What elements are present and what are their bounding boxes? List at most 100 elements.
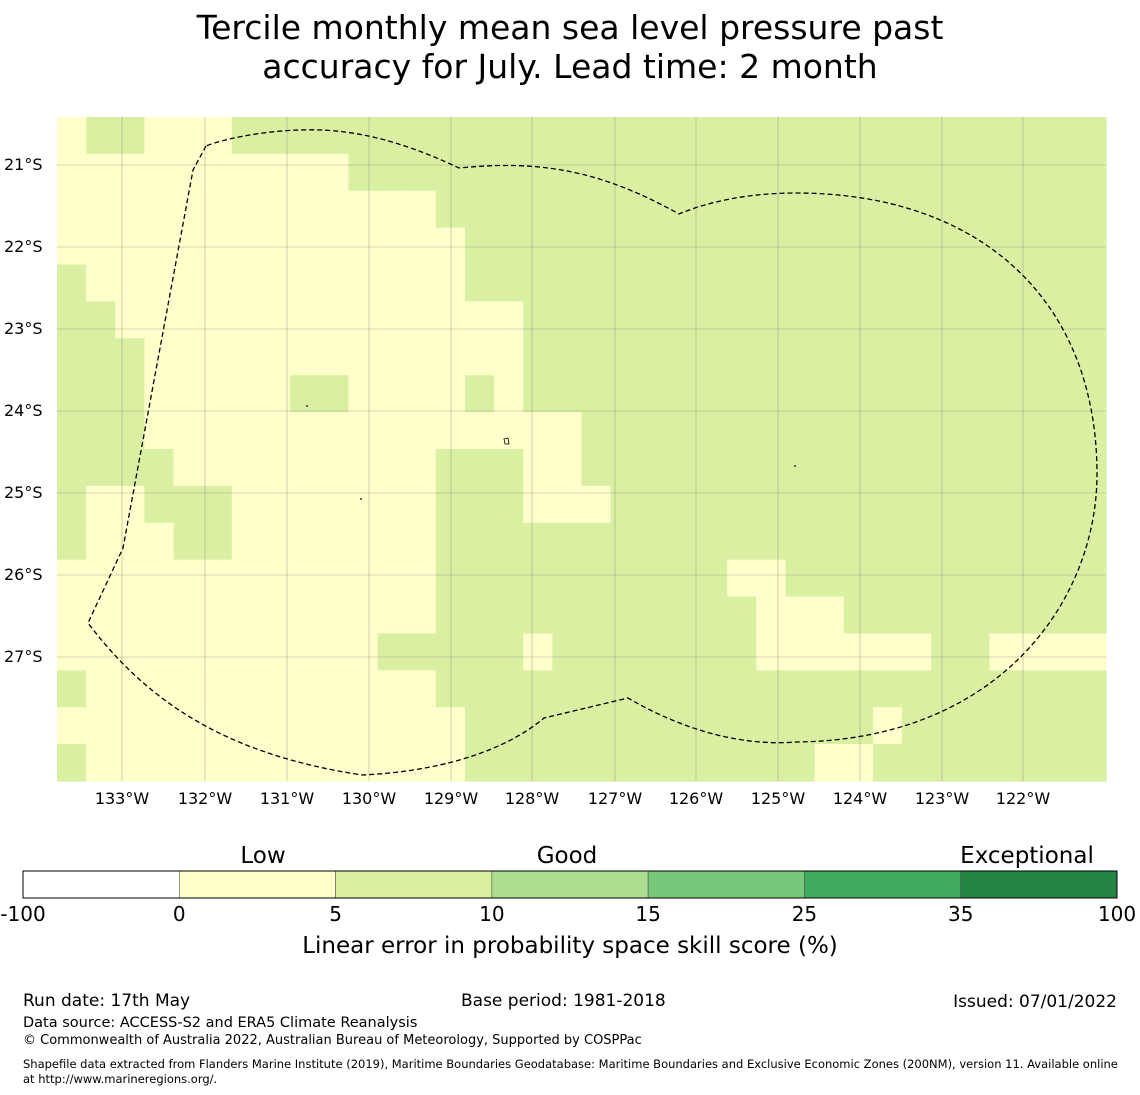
grid-cell [843, 596, 874, 635]
grid-cell [814, 190, 845, 229]
grid-cell [260, 153, 291, 192]
grid-cell [668, 264, 699, 303]
grid-cell [319, 412, 349, 450]
grid-cell [1047, 412, 1078, 450]
grid-cell [814, 485, 845, 524]
grid-cell [931, 264, 961, 303]
grid-cell [1018, 707, 1049, 745]
category-label-low: Low [240, 843, 286, 869]
grid-cell [872, 744, 903, 782]
grid-cell [814, 338, 845, 376]
grid-cell [960, 707, 991, 745]
grid-cell [173, 522, 204, 561]
grid-cell [989, 412, 1020, 450]
grid-cell [86, 707, 116, 745]
grid-cell [581, 338, 612, 376]
grid-cell [290, 412, 320, 450]
grid-cell [464, 375, 495, 413]
grid-cell [57, 670, 87, 708]
longitude-label: 122°W [995, 789, 1051, 808]
grid-cell [231, 449, 262, 487]
grid-cell [348, 670, 379, 708]
grid-cell [1018, 190, 1049, 229]
map-title-line-2: accuracy for July. Lead time: 2 month [262, 47, 878, 86]
grid-cell [552, 301, 583, 339]
grid-cell [698, 744, 728, 782]
grid-cell [523, 153, 553, 192]
grid-cell [698, 301, 728, 339]
grid-cell [260, 449, 291, 487]
grid-cell [1076, 485, 1107, 524]
grid-cell [1076, 301, 1107, 339]
grid-cell [1047, 633, 1078, 671]
grid-cell [115, 485, 146, 524]
grid-cell [668, 117, 699, 155]
grid-cell [377, 117, 408, 155]
grid-cell [260, 707, 291, 745]
grid-cell [960, 744, 991, 782]
grid-cell [698, 707, 728, 745]
grid-cell [86, 153, 116, 192]
grid-cell [57, 153, 87, 192]
grid-cell [319, 522, 349, 561]
grid-cell [494, 338, 524, 376]
grid-cell [902, 117, 932, 155]
grid-cell [1047, 190, 1078, 229]
grid-cell [173, 559, 204, 598]
grid-cell [668, 485, 699, 524]
grid-cell [377, 412, 408, 450]
grid-cell [668, 412, 699, 450]
grid-cell [698, 449, 728, 487]
grid-cell [989, 449, 1020, 487]
grid-cell [756, 670, 787, 708]
grid-cell [931, 338, 961, 376]
grid-cell [1047, 301, 1078, 339]
grid-cell [144, 559, 175, 598]
grid-cell [319, 264, 349, 303]
grid-cell [231, 522, 262, 561]
grid-cell [202, 707, 233, 745]
grid-cell [814, 449, 845, 487]
grid-cell [872, 485, 903, 524]
grid-cell [1047, 117, 1078, 155]
grid-cell [843, 190, 874, 229]
grid-cell [668, 449, 699, 487]
grid-cell [290, 559, 320, 598]
grid-cell [202, 559, 233, 598]
grid-cell [639, 301, 670, 339]
grid-cell [406, 670, 437, 708]
longitude-label: 123°W [914, 789, 970, 808]
run-date: Run date: 17th May [23, 991, 191, 1011]
grid-cell [57, 449, 87, 487]
grid-cell [231, 559, 262, 598]
grid-cell [785, 153, 816, 192]
grid-cell [872, 375, 903, 413]
grid-cell [843, 301, 874, 339]
grid-cell [902, 153, 932, 192]
grid-cell [552, 264, 583, 303]
grid-cell [1018, 633, 1049, 671]
grid-cell [1047, 707, 1078, 745]
grid-cell [931, 375, 961, 413]
grid-cell [989, 338, 1020, 376]
grid-cell [727, 596, 757, 635]
grid-cell [377, 190, 408, 229]
grid-cell [144, 522, 175, 561]
grid-cell [727, 744, 757, 782]
grid-cell [727, 707, 757, 745]
grid-cell [668, 559, 699, 598]
grid-cell [173, 117, 204, 155]
grid-cell [260, 633, 291, 671]
grid-cell [931, 522, 961, 561]
grid-cell [843, 559, 874, 598]
grid-cell [260, 190, 291, 229]
longitude-label: 126°W [668, 789, 724, 808]
grid-cell [494, 522, 524, 561]
grid-cell [523, 375, 553, 413]
grid-cell [756, 559, 787, 598]
grid-cell [727, 227, 757, 266]
colorbar [22, 870, 1118, 899]
grid-cell [1076, 227, 1107, 266]
grid-cell [989, 153, 1020, 192]
grid-cell [348, 633, 379, 671]
